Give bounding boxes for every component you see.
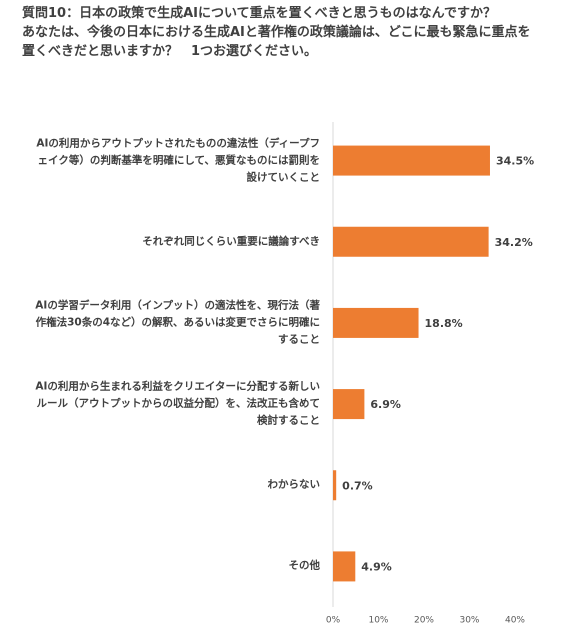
value-label: 34.5% [496, 155, 534, 168]
category-label: わからない [267, 478, 321, 491]
chart-title: 質問10：日本の政策で生成AIについて重点を置くべきと思うものはなんですか？ [22, 6, 496, 21]
category-label: その他 [288, 559, 321, 572]
chart-subtitle: あなたは、今後の日本における生成AIと著作権の政策議論は、どこに最も緊急に重点を… [22, 25, 531, 59]
category-label: AIの利用からアウトプットされたものの違法性（ディープフェイク等）の判断基準を明… [36, 137, 320, 184]
bar [333, 551, 356, 582]
x-tick-label: 10% [368, 616, 388, 626]
value-label: 6.9% [370, 398, 401, 411]
category-label: それぞれ同じくらい重要に議論すべき [142, 235, 320, 248]
value-label: 4.9% [361, 560, 392, 573]
value-label: 18.8% [425, 317, 463, 330]
bar [333, 226, 489, 257]
bar [333, 307, 419, 338]
value-label: 34.2% [495, 236, 533, 249]
category-label: AIの利用から生まれる利益をクリエイターに分配する新しいルール（アウトプットから… [35, 380, 320, 427]
bar [333, 389, 365, 420]
x-tick-label: 40% [505, 616, 525, 626]
value-label: 0.7% [342, 479, 373, 492]
x-tick-label: 20% [414, 616, 434, 626]
x-tick-label: 30% [459, 616, 479, 626]
x-tick-label: 0% [326, 616, 341, 626]
bar [333, 470, 337, 501]
bar [333, 145, 490, 176]
title-block: 質問10：日本の政策で生成AIについて重点を置くべきと思うものはなんですか？ あ… [22, 4, 542, 61]
category-label: AIの学習データ利用（インプット）の適法性を、現行法（著作権法30条の4など）の… [35, 299, 320, 346]
